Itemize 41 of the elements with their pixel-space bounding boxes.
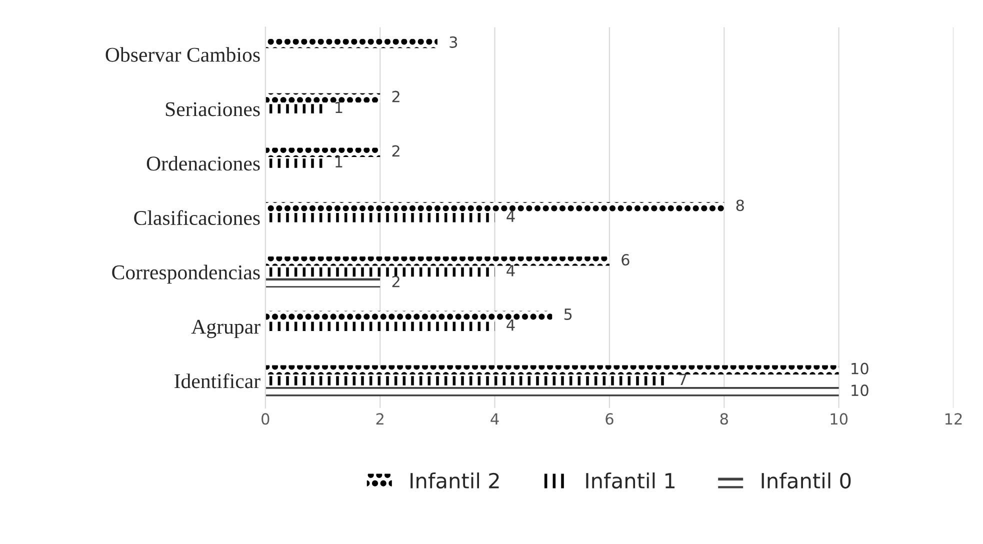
bar: [265, 256, 610, 266]
bar: [265, 148, 380, 157]
legend-label: Infantil 2: [410, 472, 499, 489]
x-tick-label: 6: [606, 413, 614, 425]
bar: [265, 387, 839, 396]
data-label: 5: [564, 308, 572, 320]
x-tick-label: 2: [376, 413, 384, 424]
data-label: 4: [506, 210, 515, 222]
data-label: 2: [392, 276, 400, 288]
bar: [265, 202, 724, 212]
data-label: 4: [506, 319, 515, 331]
data-label: 7: [679, 374, 686, 386]
legend-label: Infantil 0: [762, 472, 851, 489]
y-tick-label: Clasificaciones: [134, 210, 260, 226]
bar: [265, 310, 552, 320]
y-tick-label: Ordenaciones: [146, 156, 260, 171]
x-tick-label: 8: [720, 413, 728, 425]
y-tick-label: Identificar: [174, 373, 260, 388]
legend-label: Infantil 1: [586, 472, 675, 489]
data-label: 2: [392, 90, 400, 102]
bar: [265, 93, 380, 103]
data-label: 8: [736, 200, 744, 212]
x-tick-label: 0: [262, 413, 270, 425]
bar: [265, 278, 380, 288]
data-label: 10: [852, 384, 868, 396]
y-tick-label: Agrupar: [191, 320, 260, 338]
x-tick-label: 12: [945, 413, 962, 424]
x-tick-label: 10: [830, 413, 848, 425]
data-label: 10: [852, 362, 868, 374]
data-label: 3: [450, 36, 458, 48]
x-tick-label: 4: [490, 413, 499, 424]
data-label: 4: [506, 265, 515, 276]
data-label: 1: [336, 102, 342, 114]
y-tick-label: Observar Cambios: [106, 47, 260, 62]
bar: [265, 38, 438, 48]
y-tick-label: Seriaciones: [166, 102, 260, 116]
y-tick-label: Correspondencias: [112, 264, 260, 284]
bar: [265, 365, 839, 375]
data-label: 2: [392, 145, 400, 157]
data-label: 6: [622, 254, 630, 266]
data-label: 1: [336, 156, 342, 168]
